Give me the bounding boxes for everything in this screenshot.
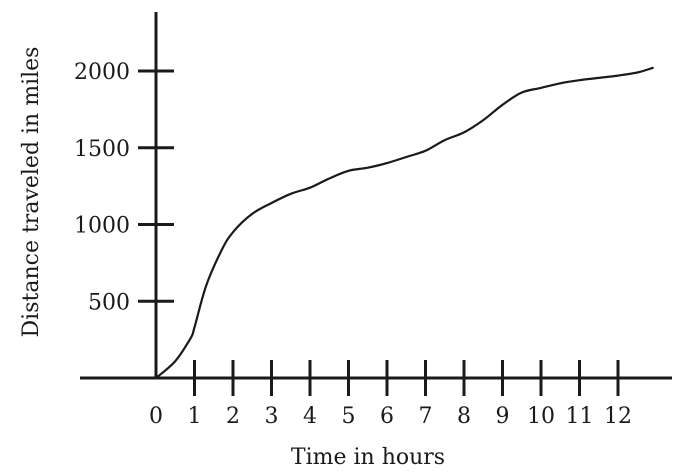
x-tick-label: 8 bbox=[457, 404, 471, 429]
x-tick-label: 1 bbox=[188, 404, 202, 429]
y-tick-label: 1000 bbox=[74, 214, 130, 239]
distance-series-line bbox=[154, 66, 654, 380]
y-tick-label: 2000 bbox=[74, 60, 130, 85]
x-tick-label: 5 bbox=[342, 404, 356, 429]
x-tick-label: 6 bbox=[380, 404, 394, 429]
x-axis-title: Time in hours bbox=[291, 445, 445, 470]
axes bbox=[80, 12, 672, 380]
x-tick-label: 7 bbox=[419, 404, 433, 429]
x-tick-label: 3 bbox=[265, 404, 279, 429]
plot-area bbox=[154, 66, 654, 380]
y-tick-label: 1500 bbox=[74, 137, 130, 162]
x-tick-label: 10 bbox=[527, 404, 555, 429]
x-tick-label: 0 bbox=[149, 404, 163, 429]
x-tick-label: 2 bbox=[226, 404, 240, 429]
x-tick-label: 4 bbox=[303, 404, 317, 429]
y-axis-title: Distance traveled in miles bbox=[19, 47, 44, 338]
x-tick-label: 12 bbox=[604, 404, 632, 429]
x-tick-label: 9 bbox=[496, 404, 510, 429]
y-tick-label: 500 bbox=[88, 290, 130, 315]
x-tick-label: 11 bbox=[566, 404, 594, 429]
tick-marks bbox=[138, 69, 620, 396]
